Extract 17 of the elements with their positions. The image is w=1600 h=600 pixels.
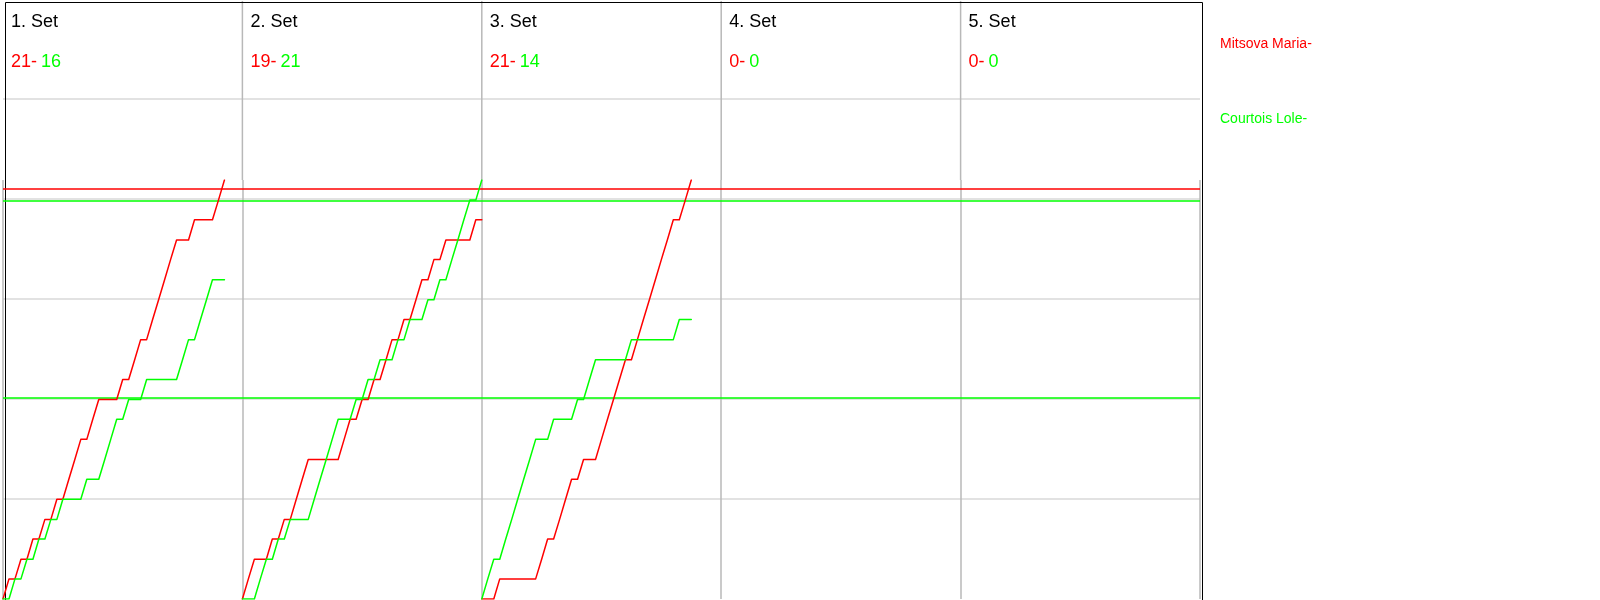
text: 21- <box>489 51 516 71</box>
text: 21- <box>11 51 38 71</box>
text: 4. Set <box>729 11 777 31</box>
text: Mitsova Maria- <box>1220 35 1313 51</box>
text: 2. Set <box>250 11 298 31</box>
text: 0 <box>749 51 760 71</box>
text: 21 <box>280 51 301 71</box>
text: 19- <box>250 51 277 71</box>
text: 0 <box>988 51 999 71</box>
text: Courtois Lole- <box>1220 110 1308 126</box>
text: 3. Set <box>489 11 537 31</box>
text: 16 <box>41 51 62 71</box>
text: 0- <box>729 51 746 71</box>
text: 14 <box>519 51 540 71</box>
text: 5. Set <box>968 11 1016 31</box>
text: 0- <box>968 51 985 71</box>
text: 1. Set <box>11 11 59 31</box>
